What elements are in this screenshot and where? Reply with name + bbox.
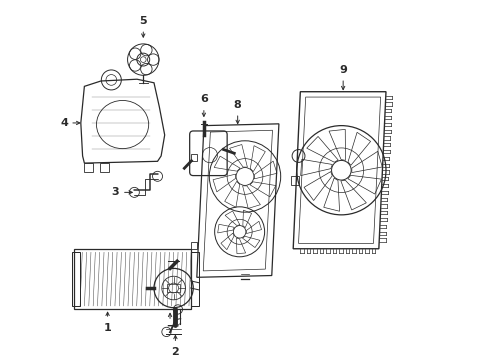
Bar (191, 252, 198, 306)
Bar (100, 163, 109, 172)
Bar (72, 252, 80, 306)
Text: 2: 2 (172, 347, 179, 357)
Text: 3: 3 (112, 187, 120, 197)
Bar (167, 284, 180, 292)
Text: 7: 7 (166, 325, 174, 335)
Text: 1: 1 (104, 323, 111, 333)
Bar (84, 163, 93, 172)
Bar (192, 154, 197, 161)
Text: 5: 5 (140, 16, 147, 26)
Text: 8: 8 (234, 100, 242, 109)
Text: 9: 9 (339, 64, 347, 75)
Bar (192, 242, 197, 249)
Text: 4: 4 (60, 118, 68, 128)
Bar (292, 176, 299, 185)
Text: 6: 6 (200, 94, 208, 104)
